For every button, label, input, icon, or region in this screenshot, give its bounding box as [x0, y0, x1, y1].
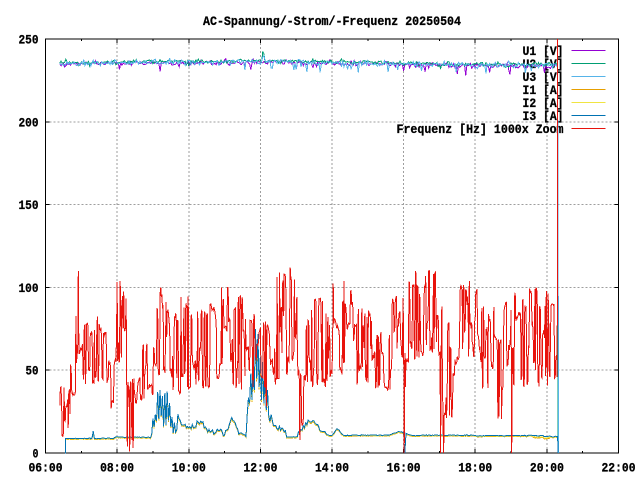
svg-text:14:00: 14:00	[315, 461, 349, 476]
svg-text:Frequenz [Hz] 1000x Zoom: Frequenz [Hz] 1000x Zoom	[397, 122, 564, 137]
svg-text:150: 150	[19, 198, 39, 213]
svg-text:U3 [V]: U3 [V]	[523, 70, 564, 85]
svg-text:250: 250	[19, 33, 39, 48]
svg-text:I1 [A]: I1 [A]	[523, 83, 564, 98]
svg-text:0: 0	[33, 447, 39, 462]
svg-text:AC-Spannung/-Strom/-Frequenz 2: AC-Spannung/-Strom/-Frequenz 20250504	[203, 14, 461, 29]
svg-text:08:00: 08:00	[100, 461, 134, 476]
svg-text:12:00: 12:00	[243, 461, 277, 476]
svg-text:I2 [A]: I2 [A]	[523, 96, 564, 111]
svg-text:20:00: 20:00	[530, 461, 564, 476]
svg-text:22:00: 22:00	[602, 461, 636, 476]
svg-text:I3 [A]: I3 [A]	[523, 109, 564, 124]
svg-text:200: 200	[19, 115, 39, 130]
svg-text:16:00: 16:00	[387, 461, 421, 476]
svg-text:50: 50	[26, 364, 39, 379]
svg-text:U1 [V]: U1 [V]	[523, 44, 564, 59]
svg-text:10:00: 10:00	[172, 461, 206, 476]
svg-text:06:00: 06:00	[29, 461, 63, 476]
svg-text:100: 100	[19, 281, 39, 296]
svg-text:18:00: 18:00	[458, 461, 492, 476]
